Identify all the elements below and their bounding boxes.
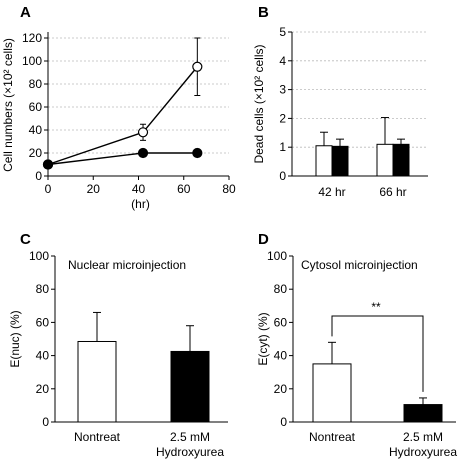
panel-d-bar-1 xyxy=(403,404,443,423)
panel-d-category-label-1-0: 2.5 mM xyxy=(403,430,443,444)
panel-a-ytick-label-1: 20 xyxy=(29,146,43,160)
panel-d-ylabel: E(cyt) (%) xyxy=(256,312,270,365)
panel-c-bar-1 xyxy=(170,350,210,423)
panel-d-ytick-label-5: 100 xyxy=(267,249,287,263)
panel-d-category-label-0-0: Nontreat xyxy=(309,430,356,444)
panel-d-ytick-label-1: 20 xyxy=(274,382,288,396)
panel-c-ytick-label-3: 60 xyxy=(36,315,50,329)
panel-b-bar-1-0 xyxy=(376,143,394,177)
panel-a-letter: A xyxy=(20,4,31,21)
panel-a-xlabel: (hr) xyxy=(131,197,150,211)
panel-b-ytick-label-4: 4 xyxy=(279,54,286,68)
panel-a-series-1-point-0 xyxy=(42,159,54,170)
panel-a-ytick-label-4: 80 xyxy=(29,77,43,91)
panel-a-ytick-label-6: 120 xyxy=(22,31,42,45)
panel-c-ytick-label-0: 0 xyxy=(42,415,49,429)
panel-a-ytick-label-0: 0 xyxy=(35,169,42,183)
panel-c-bar-0 xyxy=(77,340,117,423)
panel-a-series-0-point-2 xyxy=(192,61,203,72)
panel-a-ytick-label-3: 60 xyxy=(29,100,43,114)
panel-b-bar-0-1 xyxy=(331,145,349,177)
panel-d-letter: D xyxy=(258,231,269,248)
panel-c-category-label-1-0: 2.5 mM xyxy=(170,430,210,444)
panel-b-ytick-label-3: 3 xyxy=(279,83,286,97)
panel-c-ylabel: E(nuc) (%) xyxy=(8,310,22,367)
panel-c-category-label-0-0: Nontreat xyxy=(74,430,121,444)
panel-b-bar-0-0 xyxy=(315,145,333,177)
panel-d-ytick-label-0: 0 xyxy=(280,415,287,429)
panel-a-series-0-line xyxy=(47,66,198,166)
panel-a-series-1-point-1 xyxy=(137,147,149,159)
panel-b-ylabel: Dead cells (×10² cells) xyxy=(252,44,266,163)
panel-a-xtick-label-2: 40 xyxy=(132,182,146,196)
panel-b-category-label-1: 66 hr xyxy=(379,185,406,199)
panel-a: A 0 20 40 60 80 100 120 0 20 40 60 80 (hr) xyxy=(20,4,236,211)
panel-d-ytick-label-3: 60 xyxy=(274,315,288,329)
panel-b-ytick-label-1: 1 xyxy=(279,140,286,154)
panel-a-series-1-line xyxy=(47,152,198,166)
panel-c-category-label-1-1: Hydroxyurea xyxy=(156,445,224,459)
panel-c-title: Nuclear microinjection xyxy=(68,258,186,272)
panel-a-series-1-point-2 xyxy=(192,147,203,159)
panel-c: C 0 20 40 60 80 100 Nuclear microinjection Nontr… xyxy=(20,231,228,459)
panel-d-title: Cytosol microinjection xyxy=(301,258,418,272)
panel-d: D 0 20 40 60 80 100 Cytosol microinjection Nontr… xyxy=(258,231,457,459)
panel-a-xtick-label-4: 80 xyxy=(222,182,236,196)
panel-a-ytick-label-2: 40 xyxy=(29,123,43,137)
panel-a-xtick-label-1: 20 xyxy=(87,182,101,196)
panel-d-significance-bracket xyxy=(331,315,424,392)
panel-a-xtick-label-0: 0 xyxy=(45,182,52,196)
panel-c-ytick-label-2: 40 xyxy=(36,349,50,363)
panel-a-ytick-label-5: 100 xyxy=(22,54,42,68)
panel-b-ytick-label-0: 0 xyxy=(279,169,286,183)
panel-a-xtick-label-3: 60 xyxy=(177,182,191,196)
panel-b-ytick-label-2: 2 xyxy=(279,111,286,125)
panel-b: B 0 1 2 3 4 5 42 hr 66 hr xyxy=(258,4,428,199)
panel-d-ytick-label-2: 40 xyxy=(274,349,288,363)
panel-b-bar-1-1 xyxy=(392,143,410,177)
panel-c-ytick-label-1: 20 xyxy=(36,382,50,396)
panel-d-significance-label: ** xyxy=(371,300,381,314)
panel-c-ytick-label-4: 80 xyxy=(36,282,50,296)
panel-c-ytick-label-5: 100 xyxy=(29,249,49,263)
panel-d-bar-0 xyxy=(312,363,352,423)
panel-b-ytick-label-5: 5 xyxy=(279,25,286,39)
panel-a-series-0-point-1 xyxy=(137,127,149,138)
panel-b-category-label-0: 42 hr xyxy=(318,185,345,199)
panel-d-category-label-1-1: Hydroxyurea xyxy=(389,445,457,459)
panel-a-ylabel: Cell numbers (×10² cells) xyxy=(1,38,15,172)
panel-b-letter: B xyxy=(258,4,269,21)
panel-d-ytick-label-4: 80 xyxy=(274,282,288,296)
panel-c-letter: C xyxy=(20,231,31,248)
